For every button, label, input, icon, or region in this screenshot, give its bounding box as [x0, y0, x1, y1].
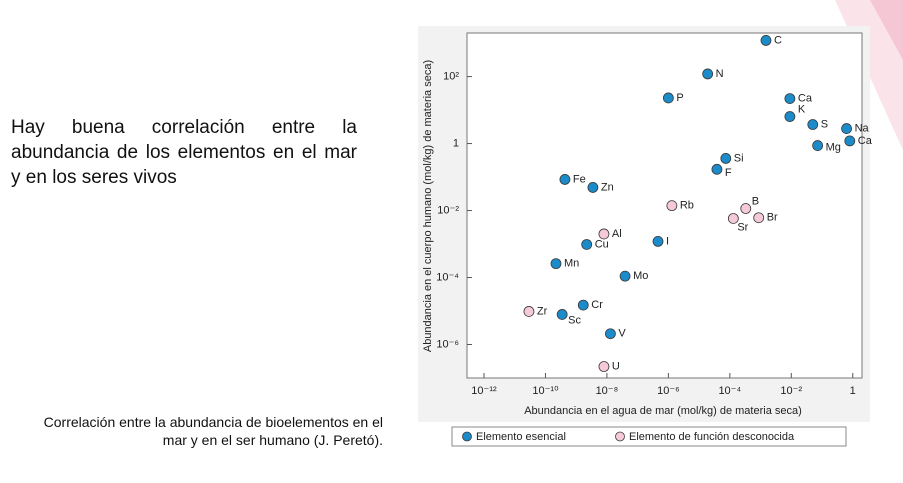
x-axis-label: Abundancia en el agua de mar (mol/kg) de…	[524, 405, 802, 417]
decoration	[870, 0, 903, 60]
point-label: Br	[767, 212, 778, 224]
point-label: Mg	[826, 141, 841, 153]
y-axis-label: Abundancia en el cuerpo humano (mol/kg) …	[422, 60, 434, 352]
point-label: Ca	[858, 135, 873, 147]
point-label: F	[725, 167, 732, 179]
legend-label: Elemento de función desconocida	[629, 431, 795, 443]
point-label: Cr	[591, 299, 603, 311]
point-label: Sr	[737, 221, 748, 233]
point	[740, 203, 752, 214]
point	[556, 309, 568, 320]
point-label: B	[752, 195, 759, 207]
point	[550, 258, 562, 270]
x-tick-label: 1	[850, 385, 856, 397]
point	[702, 68, 714, 80]
y-tick-label: 10⁻⁴	[436, 271, 459, 283]
point-label: Sc	[568, 314, 581, 326]
point-label: Cu	[595, 238, 609, 250]
point	[598, 361, 610, 372]
x-tick-label: 10⁻¹²	[471, 385, 497, 397]
point	[784, 93, 796, 104]
point-label: I	[666, 235, 669, 247]
point-label: Na	[855, 122, 870, 134]
x-tick-label: 10⁻⁴	[718, 385, 741, 397]
point-label: Mo	[633, 270, 648, 282]
point	[727, 213, 739, 224]
plot-area	[466, 32, 863, 379]
point	[652, 235, 664, 247]
point-label: Mn	[564, 258, 579, 270]
point-label: K	[798, 103, 806, 115]
y-tick-label: 10⁻⁶	[436, 338, 459, 350]
lead-text: Hay buena correlación entre la abundanci…	[11, 117, 357, 188]
point-label: Zn	[601, 181, 614, 193]
legend	[451, 426, 847, 447]
x-tick-label: 10⁻⁶	[657, 385, 680, 397]
point	[619, 270, 631, 282]
x-tick-label: 10⁻⁸	[596, 385, 619, 397]
point	[760, 35, 772, 46]
legend-label: Elemento esencial	[476, 431, 566, 443]
point-label: P	[676, 92, 683, 104]
legend-marker	[462, 431, 472, 442]
caption: Correlación entre la abundancia de bioel…	[43, 414, 383, 448]
x-tick-label: 10⁻¹⁰	[532, 385, 559, 397]
point-label: N	[716, 68, 724, 80]
point-label: U	[612, 360, 620, 372]
point-label: Zr	[537, 305, 548, 317]
point-label: Fe	[573, 173, 586, 185]
point	[812, 140, 824, 151]
point	[598, 228, 610, 240]
y-tick-label: 10²	[443, 70, 459, 82]
point	[577, 299, 589, 311]
point	[523, 306, 535, 317]
point	[784, 111, 796, 122]
point	[605, 328, 616, 340]
point-label: Ca	[798, 93, 813, 105]
point	[662, 92, 674, 104]
point-label: Rb	[680, 200, 694, 212]
point-label: C	[774, 34, 782, 46]
point-label: S	[821, 118, 828, 130]
y-tick-label: 10⁻²	[437, 204, 459, 216]
point	[807, 119, 819, 130]
y-tick-label: 1	[453, 137, 459, 149]
point	[720, 153, 732, 164]
point-label: V	[618, 328, 626, 340]
point	[753, 212, 765, 224]
point	[711, 163, 723, 175]
point	[844, 135, 856, 147]
point-label: Al	[612, 228, 622, 240]
point	[666, 200, 678, 212]
point	[581, 239, 593, 250]
x-tick-label: 10⁻²	[780, 385, 802, 397]
point	[841, 123, 852, 134]
point	[587, 182, 599, 193]
point	[559, 174, 571, 185]
point-label: Si	[734, 152, 744, 164]
legend-marker	[615, 431, 625, 442]
